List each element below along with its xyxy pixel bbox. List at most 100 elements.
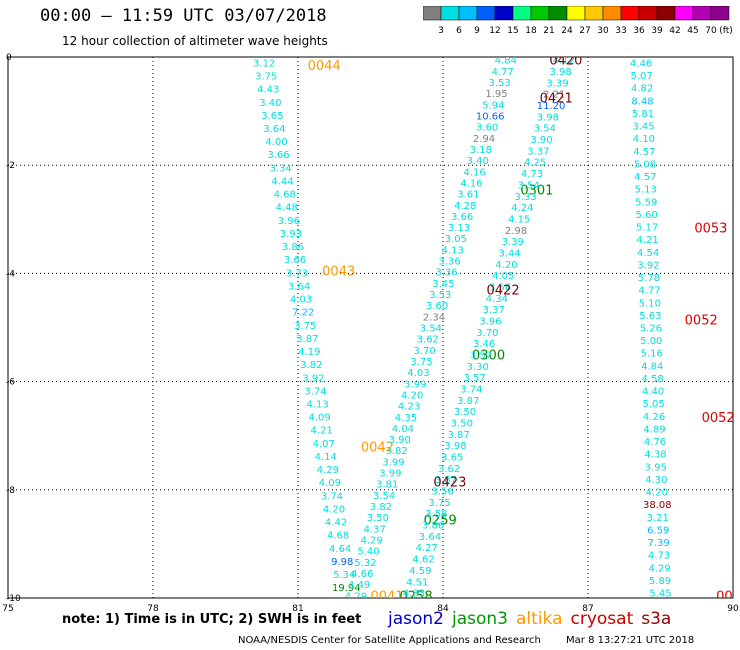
wave-height-value: 4.57 <box>634 172 656 183</box>
wave-height-value: 3.60 <box>476 123 498 134</box>
wave-height-value: 3.34 <box>269 163 291 174</box>
wave-height-value: 3.86 <box>422 521 444 532</box>
wave-height-value: 3.98 <box>550 67 572 78</box>
wave-height-value: 3.64 <box>419 532 441 543</box>
color-scale-label: 24 <box>561 26 573 36</box>
wave-height-value: 8.48 <box>631 96 653 107</box>
wave-height-value: 4.37 <box>364 524 386 535</box>
wave-height-value: 5.34 <box>333 570 355 581</box>
wave-height-value: 4.29 <box>345 591 367 602</box>
wave-height-value: 19.94 <box>332 583 361 594</box>
wave-height-value: 3.75 <box>410 357 432 368</box>
lon-tick-label: 75 <box>2 604 13 614</box>
wave-height-value: 3.87 <box>435 475 457 486</box>
wave-height-value: 3.75 <box>428 498 450 509</box>
map-frame <box>7 56 734 599</box>
wave-height-value: 4.46 <box>630 58 652 69</box>
wave-height-value: 4.84 <box>495 56 517 67</box>
wave-height-value: 5.32 <box>354 558 376 569</box>
wave-height-value: 3.98 <box>537 112 559 123</box>
wave-height-value: 4.35 <box>395 413 417 424</box>
pass-time-label: 0053 <box>694 221 727 236</box>
page-title: 00:00 – 11:59 UTC 03/07/2018 <box>40 6 327 26</box>
color-scale-label: 33 <box>615 26 626 36</box>
wave-height-value: 3.74 <box>460 385 482 396</box>
satellite-legend-altika: altika <box>516 609 563 629</box>
wave-height-value: 3.39 <box>546 78 568 89</box>
wave-height-value: 4.20 <box>323 504 345 515</box>
color-scale-label: 9 <box>474 26 480 36</box>
wave-height-value: 3.30 <box>467 362 489 373</box>
color-scale-label: 12 <box>489 26 500 36</box>
wave-height-value: 3.70 <box>414 346 436 357</box>
lat-tick-label: -10 <box>6 594 21 604</box>
wave-height-value: 3.99 <box>404 379 426 390</box>
wave-height-value: 3.54 <box>518 180 540 191</box>
wave-height-value: 4.25 <box>524 158 546 169</box>
wave-height-value: 2.94 <box>473 134 495 145</box>
wave-height-value: 3.65 <box>441 453 463 464</box>
lat-tick-label: -8 <box>6 486 15 496</box>
wave-height-value: 3.13 <box>448 223 470 234</box>
wave-height-value: 7.22 <box>292 308 314 319</box>
wave-height-value: 3.36 <box>435 268 457 279</box>
color-scale-label: 45 <box>687 26 698 36</box>
wave-height-value: 3.62 <box>417 335 439 346</box>
footer: NOAA/NESDIS Center for Satellite Applica… <box>238 635 716 646</box>
wave-height-value: 3.92 <box>302 373 324 384</box>
wave-height-value: 5.63 <box>639 311 661 322</box>
satellite-legend-jason2: jason2 <box>388 609 444 629</box>
color-scale-legend: 3 6 9 12 15 18 21 24 27 30 33 36 39 42 45 70 (ft) <box>423 6 733 36</box>
wave-height-value: 3.62 <box>438 464 460 475</box>
wave-height-value: 3.98 <box>444 441 466 452</box>
wave-height-value: 7.39 <box>648 538 670 549</box>
wave-height-value: 3.74 <box>304 386 326 397</box>
wave-height-value: 3.37 <box>527 146 549 157</box>
wave-height-value: 4.58 <box>642 374 664 385</box>
wave-height-value: 3.46 <box>473 339 495 350</box>
wave-height-value: 3.75 <box>294 321 316 332</box>
wave-height-value: 2.98 <box>505 226 527 237</box>
wave-height-value: 3.60 <box>426 301 448 312</box>
wave-height-value: 3.50 <box>367 513 389 524</box>
wave-height-value: 3.39 <box>502 237 524 248</box>
footer-credit: NOAA/NESDIS Center for Satellite Applica… <box>238 635 541 646</box>
wave-height-value: 4.82 <box>631 84 653 95</box>
wave-height-value: 3.56 <box>489 282 511 293</box>
wave-height-value: 5.17 <box>636 223 658 234</box>
wave-height-value: 4.30 <box>645 475 667 486</box>
wave-height-value: 3.66 <box>451 212 473 223</box>
wave-height-value: 3.65 <box>261 111 283 122</box>
color-scale-label: 36 <box>633 26 645 36</box>
wave-height-value: 4.03 <box>407 368 429 379</box>
wave-height-value: 3.21 <box>647 513 669 524</box>
wave-height-value: 3.95 <box>645 462 667 473</box>
wave-height-value: 3.12 <box>253 58 275 69</box>
wave-height-value: 3.64 <box>263 124 285 135</box>
lat-tick-label: -6 <box>6 378 15 388</box>
wave-height-value: 4.76 <box>644 437 666 448</box>
pass-time-label: 0423 <box>433 476 466 491</box>
wave-height-value: 3.40 <box>467 156 489 167</box>
pass-time-label: 0043 <box>322 265 355 280</box>
wave-height-value: 4.64 <box>329 544 351 555</box>
color-scale-label: 30 <box>597 26 609 36</box>
wave-height-value: 3.82 <box>385 446 407 457</box>
wave-height-value: 5.08 <box>634 159 656 170</box>
wave-height-value: 3.66 <box>284 255 306 266</box>
wave-height-value: 3.70 <box>476 328 498 339</box>
wave-height-value: 4.05 <box>492 271 514 282</box>
wave-height-value: 38.08 <box>643 500 672 511</box>
wave-height-value: 4.16 <box>463 167 485 178</box>
pass-time-label: 0300 <box>472 349 505 364</box>
wave-height-value: 4.24 <box>511 203 533 214</box>
wave-height-value: 3.73 <box>286 268 308 279</box>
wave-height-value: 4.42 <box>325 518 347 529</box>
wave-height-value: 3.90 <box>530 135 552 146</box>
wave-height-value: 3.86 <box>282 242 304 253</box>
wave-height-value: 4.16 <box>460 178 482 189</box>
pass-time-label: 0422 <box>487 284 520 299</box>
wave-height-value: 3.36 <box>439 257 461 268</box>
wave-height-value: 2.34 <box>423 312 445 323</box>
wave-height-value: 5.13 <box>635 185 657 196</box>
